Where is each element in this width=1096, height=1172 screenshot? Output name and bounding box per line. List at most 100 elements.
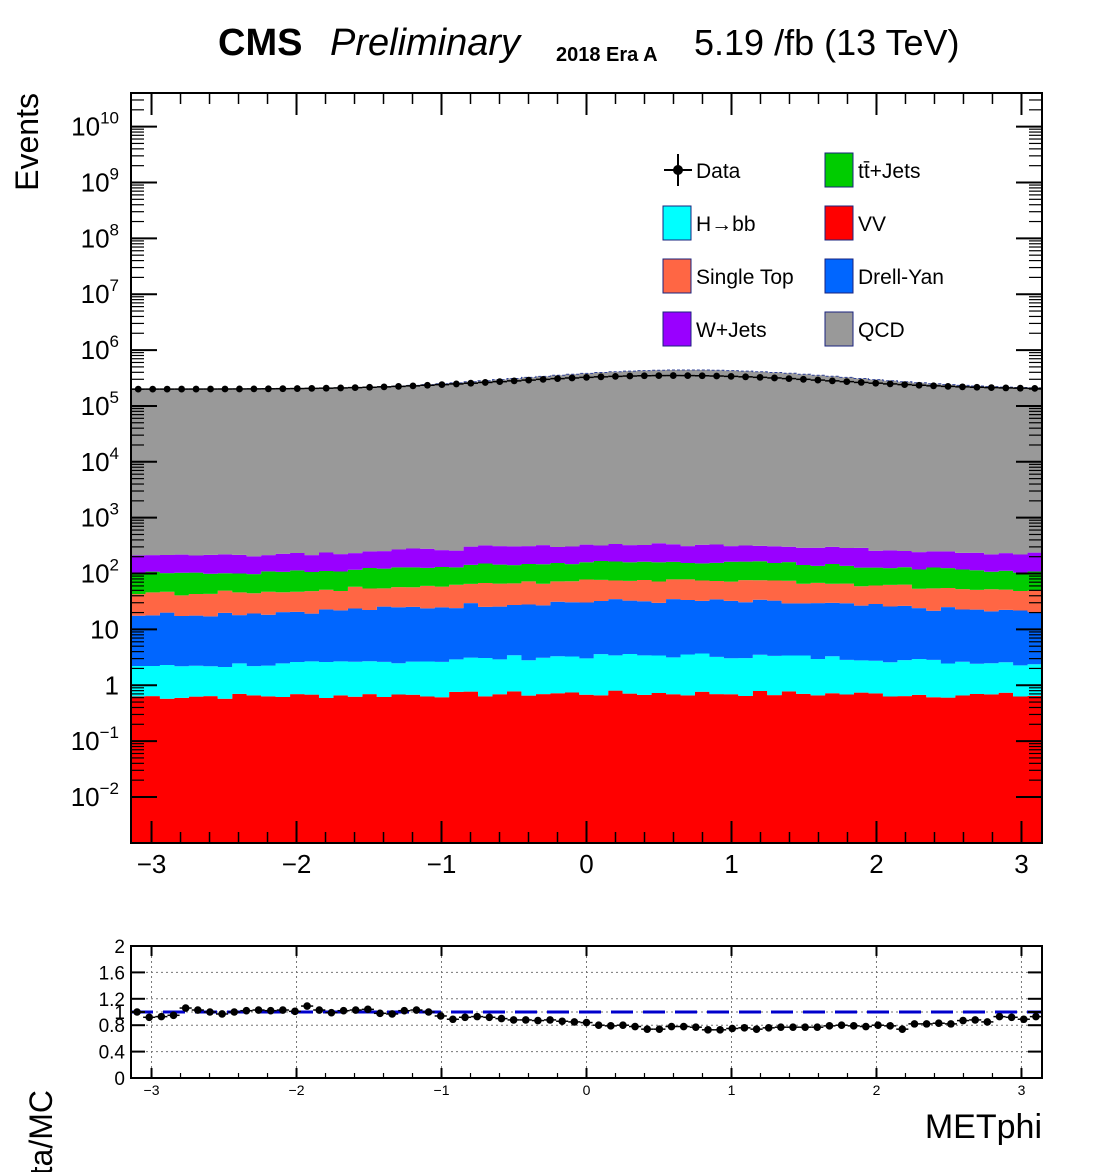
stack-group bbox=[131, 369, 1042, 843]
data-point bbox=[308, 384, 316, 392]
ratio-point bbox=[886, 1022, 894, 1030]
data-point bbox=[800, 375, 807, 383]
legend-swatch bbox=[662, 311, 692, 347]
data-point bbox=[366, 383, 373, 391]
data-point bbox=[236, 385, 243, 393]
ratio-point bbox=[922, 1020, 931, 1028]
data-point bbox=[438, 381, 446, 389]
data-point bbox=[1016, 384, 1024, 392]
legend-label: QCD bbox=[858, 319, 905, 342]
data-point bbox=[207, 385, 214, 393]
ratio-point bbox=[315, 1006, 324, 1014]
data-point bbox=[351, 384, 359, 392]
ratio-point bbox=[643, 1025, 652, 1033]
y-tick-label: 103 bbox=[81, 500, 119, 533]
ratio-point bbox=[862, 1022, 870, 1031]
stack-vv bbox=[131, 690, 1042, 843]
x-tick-label: −2 bbox=[282, 849, 312, 879]
ratio-y-tick-label: 1.2 bbox=[99, 990, 125, 1011]
ratio-point bbox=[837, 1021, 846, 1029]
stack-h-bb bbox=[131, 653, 1042, 699]
ratio-y-tick-label: 0.4 bbox=[99, 1043, 126, 1064]
data-point bbox=[684, 372, 692, 379]
legend-swatch bbox=[824, 152, 854, 188]
ratio-point bbox=[558, 1017, 567, 1026]
ratio-point bbox=[825, 1022, 834, 1030]
ratio-point bbox=[449, 1015, 457, 1024]
ratio-point bbox=[376, 1009, 384, 1018]
data-point bbox=[987, 384, 995, 392]
data-point bbox=[467, 379, 475, 387]
ratio-point bbox=[570, 1018, 579, 1026]
data-point bbox=[409, 382, 417, 390]
data-point bbox=[1031, 384, 1039, 392]
data-point bbox=[930, 382, 937, 390]
data-point bbox=[959, 383, 966, 391]
data-point bbox=[669, 372, 677, 379]
y-tick-label: 102 bbox=[81, 556, 119, 589]
data-point bbox=[250, 385, 258, 393]
data-point bbox=[655, 372, 663, 380]
y-tick-label: 1010 bbox=[71, 109, 119, 142]
legend-label: W+Jets bbox=[696, 319, 767, 342]
x-tick-label: 3 bbox=[1014, 849, 1028, 879]
data-point bbox=[727, 372, 735, 380]
y-tick-label: 106 bbox=[81, 332, 119, 365]
ratio-point bbox=[959, 1016, 967, 1025]
data-point bbox=[944, 382, 952, 390]
ratio-point bbox=[947, 1020, 955, 1028]
ratio-x-tick-label: −1 bbox=[434, 1082, 450, 1098]
ratio-point bbox=[679, 1022, 688, 1031]
x-tick-label: 2 bbox=[869, 849, 883, 879]
data-point bbox=[886, 380, 894, 388]
ratio-point bbox=[655, 1025, 664, 1033]
ratio-point bbox=[436, 1012, 445, 1020]
ratio-point bbox=[740, 1024, 749, 1032]
ratio-point bbox=[461, 1013, 469, 1022]
status-label: Preliminary bbox=[330, 22, 521, 64]
ratio-point bbox=[995, 1012, 1004, 1021]
ratio-x-tick-label: −2 bbox=[289, 1082, 305, 1098]
legend-data-marker bbox=[673, 165, 683, 175]
x-tick-label: 1 bbox=[724, 849, 738, 879]
ratio-x-tick-label: 3 bbox=[1018, 1082, 1026, 1098]
y-tick-label: 108 bbox=[81, 220, 119, 253]
data-point bbox=[626, 372, 634, 380]
ratio-point bbox=[400, 1006, 409, 1015]
y-tick-label: 10−2 bbox=[71, 779, 119, 812]
ratio-y-tick-label: 1 bbox=[114, 1003, 125, 1024]
legend-swatch bbox=[662, 205, 692, 241]
legend-label: Single Top bbox=[696, 266, 794, 289]
ratio-y-tick-label: 2 bbox=[114, 937, 125, 958]
data-point bbox=[496, 378, 504, 386]
ratio-point bbox=[497, 1014, 506, 1023]
ratio-point bbox=[412, 1006, 421, 1014]
ratio-y-axis-title: Data/MC bbox=[23, 1090, 59, 1172]
data-point bbox=[481, 379, 489, 386]
ratio-y-tick-label: 0.8 bbox=[99, 1016, 125, 1037]
data-point bbox=[264, 385, 272, 393]
ratio-point bbox=[764, 1024, 773, 1032]
y-tick-label: 10 bbox=[90, 614, 119, 644]
data-point bbox=[178, 385, 186, 393]
ratio-point bbox=[631, 1022, 639, 1031]
legend-label: H→bb bbox=[696, 213, 756, 236]
data-point bbox=[380, 383, 388, 391]
data-point bbox=[221, 385, 229, 393]
y-tick-label: 104 bbox=[81, 444, 119, 477]
ratio-x-tick-label: 1 bbox=[728, 1082, 736, 1098]
data-point bbox=[915, 381, 923, 389]
ratio-point bbox=[934, 1019, 943, 1028]
data-point bbox=[828, 377, 836, 385]
data-point bbox=[742, 373, 749, 381]
data-point bbox=[612, 372, 619, 380]
ratio-point bbox=[424, 1008, 433, 1016]
ratio-point bbox=[364, 1005, 372, 1014]
data-point bbox=[843, 378, 851, 386]
data-point bbox=[525, 376, 533, 384]
ratio-point bbox=[303, 1002, 311, 1010]
data-point bbox=[395, 382, 402, 390]
data-point bbox=[337, 384, 345, 392]
stack-tt-jets bbox=[131, 561, 1042, 596]
